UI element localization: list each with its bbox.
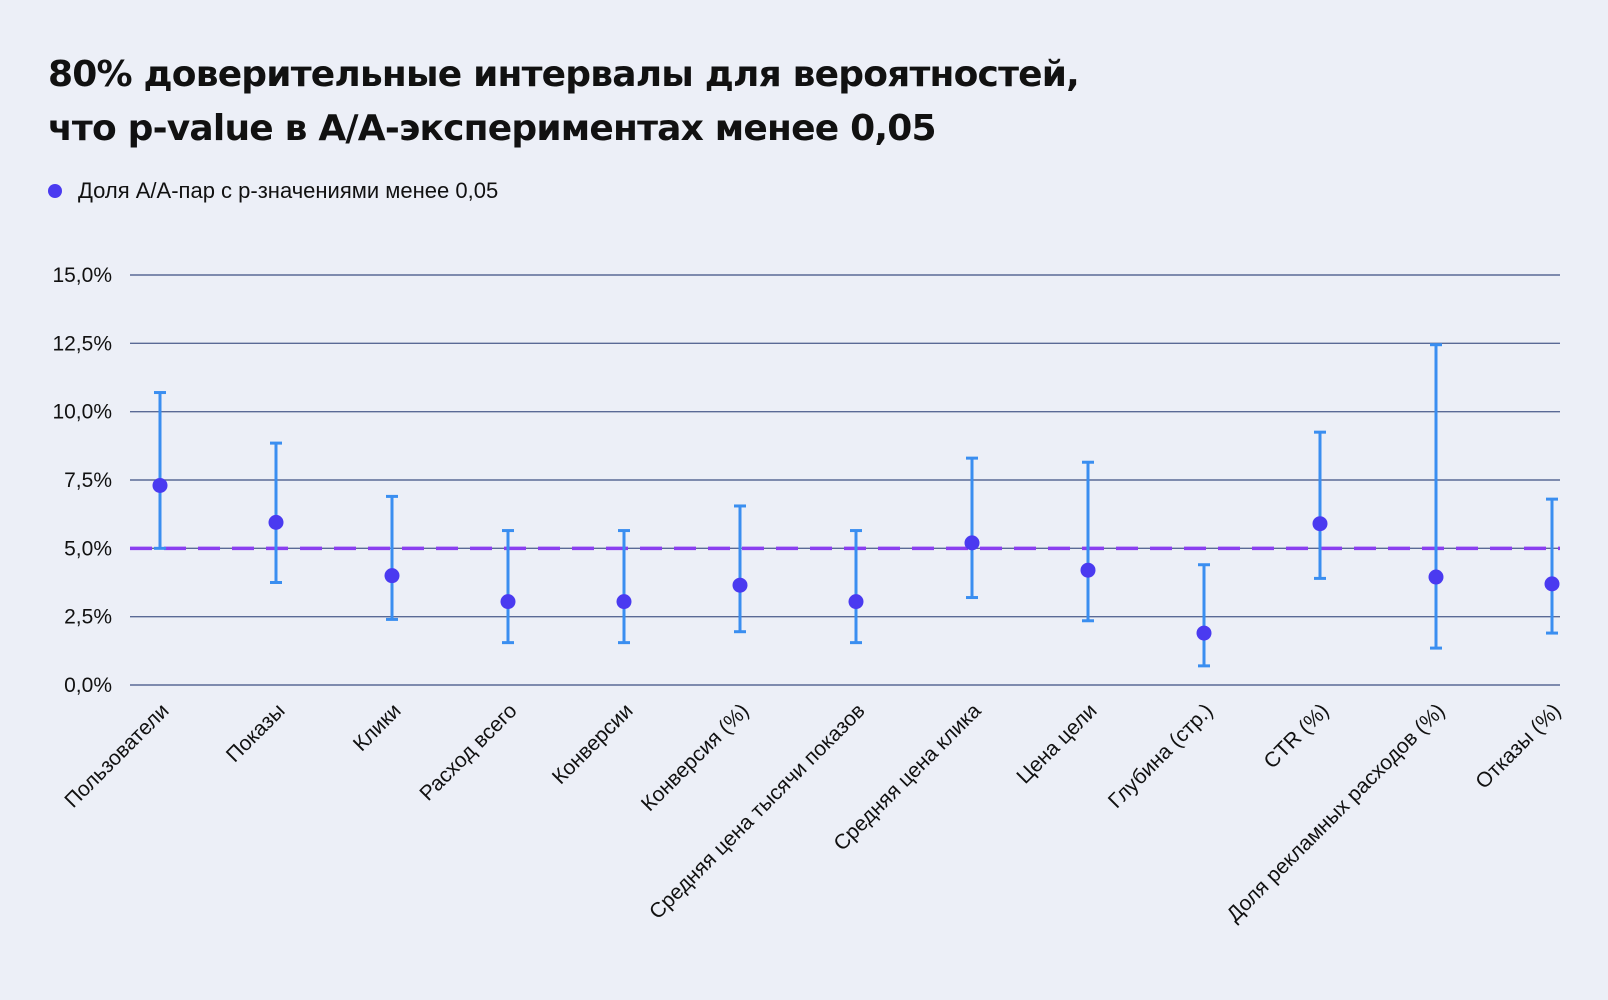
x-category-label-10: CTR (%): [1260, 699, 1334, 773]
x-category-label-11: Доля рекламных расходов (%): [1222, 699, 1449, 926]
chart-title-line-1: 80% доверительные интервалы для вероятно…: [48, 54, 1080, 95]
data-point-7: [964, 535, 980, 551]
y-tick-label-0: 0,0%: [64, 674, 112, 697]
data-point-3: [500, 594, 516, 610]
x-category-label-1: Показы: [222, 699, 290, 767]
x-category-label-9: Глубина (стр.): [1104, 699, 1218, 813]
data-point-12: [1544, 576, 1560, 592]
x-category-label-4: Конверсии: [548, 699, 638, 789]
chart-title: 80% доверительные интервалы для вероятно…: [48, 48, 1448, 156]
data-point-8: [1080, 562, 1096, 578]
y-tick-label-4: 10,0%: [52, 401, 112, 424]
x-category-label-0: Пользователи: [60, 699, 173, 812]
x-category-label-2: Клики: [349, 699, 406, 756]
data-point-11: [1428, 569, 1444, 585]
chart-legend: Доля A/A-пар с p-значениями менее 0,05: [48, 178, 498, 204]
x-category-label-12: Отказы (%): [1471, 699, 1565, 793]
data-point-1: [268, 514, 284, 530]
data-point-2: [384, 568, 400, 584]
data-point-0: [152, 477, 168, 493]
y-tick-label-2: 5,0%: [64, 537, 112, 560]
data-point-10: [1312, 516, 1328, 532]
data-point-5: [732, 577, 748, 593]
x-category-label-3: Расход всего: [415, 699, 521, 805]
x-category-label-6: Средняя цена тысячи показов: [645, 699, 870, 924]
y-tick-label-1: 2,5%: [64, 606, 112, 629]
chart-title-line-2: что p-value в A/A-экспериментах менее 0,…: [48, 108, 937, 149]
y-tick-label-5: 12,5%: [52, 332, 112, 355]
data-point-6: [848, 594, 864, 610]
legend-marker: [48, 184, 62, 198]
data-point-4: [616, 594, 632, 610]
x-category-label-8: Цена цели: [1012, 699, 1101, 788]
legend-label: Доля A/A-пар с p-значениями менее 0,05: [78, 178, 499, 203]
y-tick-label-3: 7,5%: [64, 469, 112, 492]
y-tick-label-6: 15,0%: [52, 264, 112, 287]
data-point-9: [1196, 625, 1212, 641]
x-category-label-5: Конверсия (%): [637, 699, 754, 816]
